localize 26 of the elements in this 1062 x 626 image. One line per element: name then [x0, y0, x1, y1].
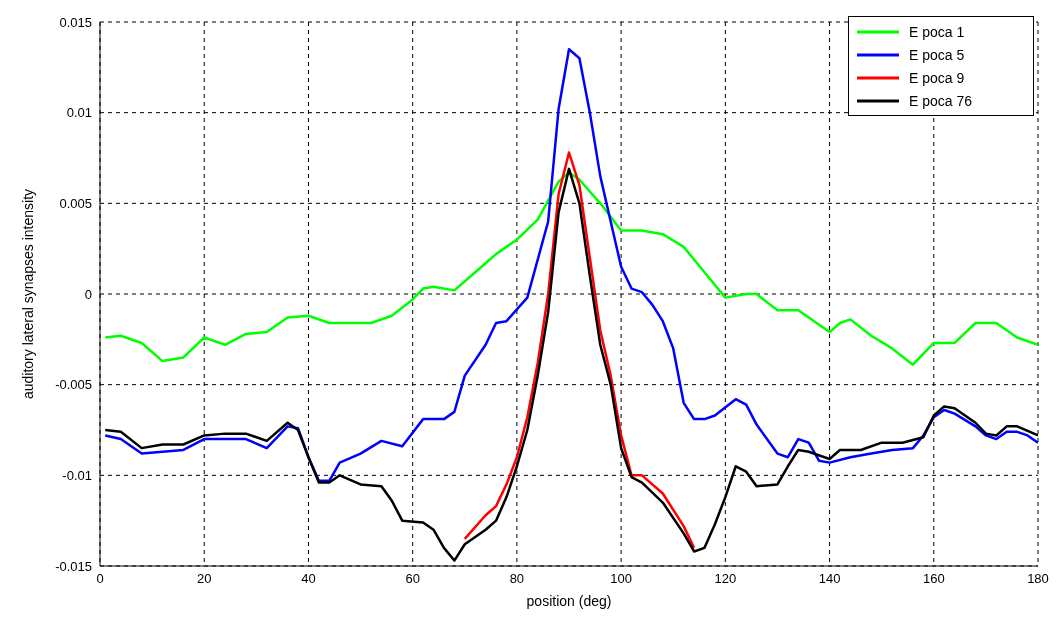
- x-tick-label: 40: [301, 571, 316, 587]
- y-tick-label: 0.01: [66, 105, 92, 121]
- x-tick-label: 0: [96, 571, 104, 587]
- y-tick-label: -0.005: [55, 377, 92, 393]
- line-series: [103, 47, 1038, 483]
- legend-label: E poca 1: [909, 23, 965, 40]
- y-tick-label: 0: [84, 286, 92, 302]
- legend-label: E poca 9: [909, 69, 965, 86]
- line-series: [103, 171, 1038, 366]
- y-tick-label: 0.005: [59, 195, 92, 211]
- x-tick-label: 180: [1027, 571, 1049, 587]
- x-tick-label: 80: [509, 571, 525, 587]
- x-axis-title: position (deg): [526, 593, 612, 609]
- y-tick-label: 0.015: [59, 14, 92, 30]
- y-axis-title: auditory lateral synapses intensity: [19, 188, 36, 400]
- x-tick-label: 160: [922, 571, 945, 587]
- legend-label: E poca 76: [909, 92, 973, 109]
- x-tick-label: 140: [818, 571, 841, 587]
- y-tick-label: -0.015: [55, 558, 92, 574]
- x-tick-label: 60: [405, 571, 420, 587]
- x-tick-label: 20: [196, 571, 212, 587]
- x-tick-label: 120: [714, 571, 737, 587]
- legend-label: E poca 5: [909, 46, 965, 63]
- line-series: [463, 151, 696, 550]
- x-tick-label: 100: [610, 571, 632, 587]
- y-tick-label: -0.01: [62, 467, 92, 483]
